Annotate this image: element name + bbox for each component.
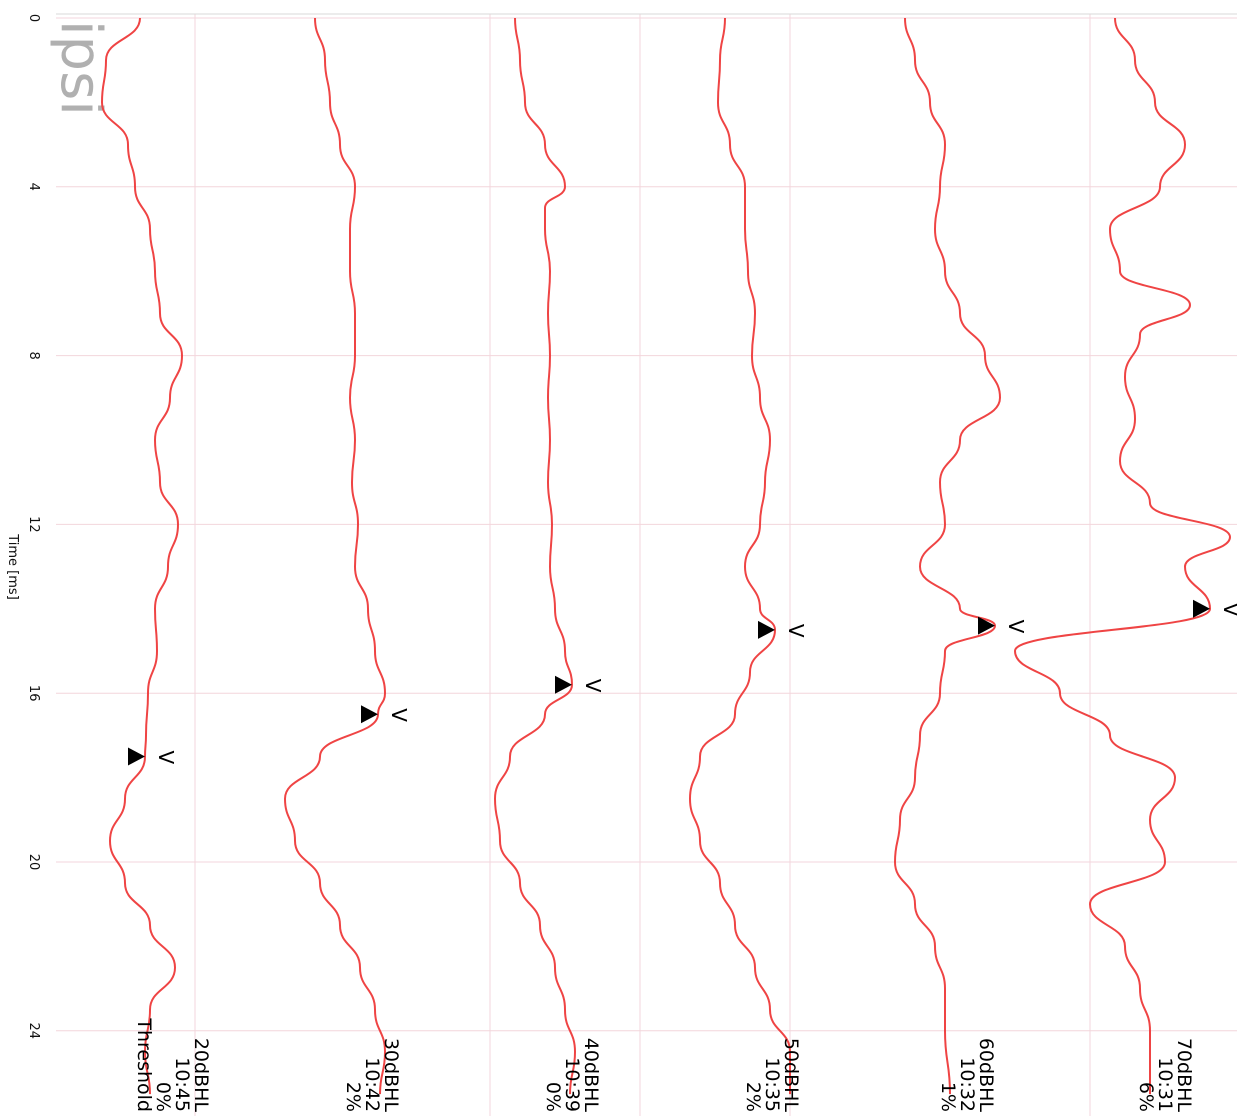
wave-v-marker (361, 705, 378, 724)
wave-v-label: V (387, 708, 411, 722)
trace-line (1013, 17, 1232, 1095)
trace-line (893, 17, 1002, 1095)
trace-level-label: 40dBHL (580, 1038, 602, 1113)
wave-v-label: V (1004, 620, 1028, 634)
tick-label: 16 (26, 685, 41, 702)
trace-line (283, 17, 387, 1095)
trace-level-label: 20dBHL (190, 1038, 212, 1113)
trace-time-label: 10:32 (956, 1057, 978, 1112)
trace-percent-label: 1% (937, 1082, 959, 1112)
trace-level-label: 30dBHL (380, 1038, 402, 1113)
wave-v-marker (128, 747, 145, 766)
wave-v-marker (1193, 599, 1210, 618)
tick-label: 20 (26, 854, 41, 871)
wave-v-label: V (581, 679, 605, 693)
trace-percent-label: 6% (1135, 1082, 1157, 1112)
tick-label: 12 (26, 516, 41, 533)
axis-label: Time [ms] (5, 533, 20, 600)
trace-time-label: 10:39 (561, 1057, 583, 1112)
trace-time-label: 10:45 (171, 1057, 193, 1112)
axis-ticks: 0 4 8 12 16 20 24 (26, 14, 41, 1039)
tick-label: 8 (26, 351, 41, 359)
trace-time-label: 10:31 (1154, 1057, 1176, 1112)
wave-v-label: V (154, 751, 178, 765)
grid (56, 14, 1237, 1116)
trace-percent-label: 2% (742, 1082, 764, 1112)
wave-v-marker (758, 620, 775, 639)
trace-percent-label: 0% (152, 1082, 174, 1112)
trace-level-label: 50dBHL (780, 1038, 802, 1113)
wave-v-marker (555, 675, 572, 694)
wave-v-marker (978, 616, 995, 635)
trace-line (100, 17, 184, 1095)
wave-v-label: V (784, 624, 808, 638)
tick-label: 0 (26, 14, 41, 22)
trace-percent-label: 0% (542, 1082, 564, 1112)
tick-label: 24 (26, 1023, 41, 1040)
side-label: ipsi (48, 20, 113, 116)
trace-percent-label: 2% (342, 1082, 364, 1112)
trace-level-label: 70dBHL (1173, 1038, 1195, 1113)
trace-line (493, 17, 577, 1095)
wave-markers: V V V V V V (128, 599, 1237, 766)
trace-note-label: Threshold (133, 1017, 155, 1112)
traces (100, 17, 1232, 1095)
wave-v-label: V (1219, 603, 1237, 617)
tick-label: 4 (26, 183, 41, 191)
trace-time-label: 10:35 (761, 1057, 783, 1112)
trace-level-label: 60dBHL (975, 1038, 997, 1113)
trace-time-label: 10:42 (361, 1057, 383, 1112)
trace-line (688, 17, 791, 1095)
